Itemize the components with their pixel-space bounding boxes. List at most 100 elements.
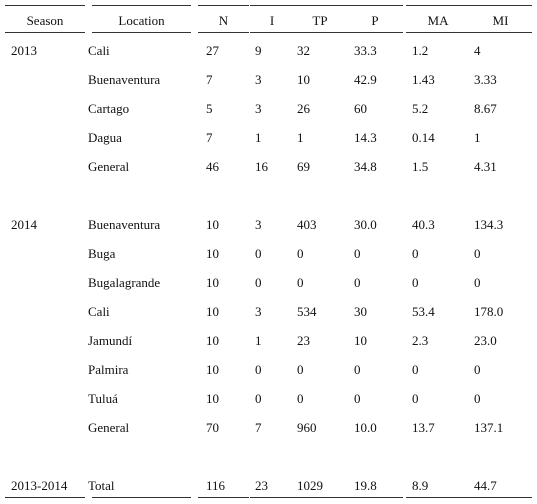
- cell-mi: 0: [474, 391, 481, 406]
- column-header-location: Location: [118, 13, 165, 28]
- bottom-rule: [469, 497, 532, 498]
- cell-n: 10: [206, 304, 219, 319]
- cell-ma: 40.3: [412, 217, 435, 232]
- top-rule: [292, 5, 348, 6]
- cell-location: Buga: [88, 246, 116, 261]
- bottom-rule: [92, 497, 191, 498]
- cell-location: Cartago: [88, 101, 130, 116]
- header-rule: [292, 32, 348, 33]
- cell-n: 10: [206, 246, 219, 261]
- cell-p: 14.3: [354, 130, 377, 145]
- cell-tp: 1029: [297, 478, 323, 493]
- column-header-i: I: [269, 13, 275, 28]
- bottom-rule: [347, 497, 403, 498]
- cell-location: Buenaventura: [88, 72, 161, 87]
- cell-tp: 23: [297, 333, 310, 348]
- cell-i: 0: [255, 362, 262, 377]
- top-rule: [92, 5, 191, 6]
- header-rule: [198, 32, 249, 33]
- cell-n: 10: [206, 391, 219, 406]
- cell-location: Bugalagrande: [88, 275, 161, 290]
- cell-ma: 5.2: [412, 101, 429, 116]
- cell-ma: 0: [412, 275, 419, 290]
- cell-location: General: [88, 420, 130, 435]
- cell-mi: 23.0: [474, 333, 497, 348]
- cell-mi: 4: [474, 43, 481, 58]
- cell-tp: 534: [297, 304, 317, 319]
- cell-n: 46: [206, 159, 219, 174]
- cell-i: 3: [255, 217, 262, 232]
- cell-i: 1: [255, 333, 262, 348]
- cell-location: Tuluá: [88, 391, 118, 406]
- cell-mi: 44.7: [474, 478, 497, 493]
- top-rule: [469, 5, 532, 6]
- top-rule: [250, 5, 294, 6]
- cell-ma: 0: [412, 246, 419, 261]
- cell-p: 10: [354, 333, 367, 348]
- header-rule: [250, 32, 294, 33]
- cell-p: 0: [354, 275, 361, 290]
- bottom-rule: [250, 497, 294, 498]
- cell-n: 7: [206, 130, 213, 145]
- cell-i: 23: [255, 478, 268, 493]
- header-rule: [347, 32, 403, 33]
- cell-mi: 1: [474, 130, 481, 145]
- cell-tp: 0: [297, 391, 304, 406]
- cell-location: Cali: [88, 304, 110, 319]
- header-rule: [469, 32, 532, 33]
- bottom-rule: [198, 497, 249, 498]
- cell-tp: 403: [297, 217, 317, 232]
- cell-ma: 1.5: [412, 159, 429, 174]
- cell-n: 70: [206, 420, 219, 435]
- cell-n: 10: [206, 333, 219, 348]
- cell-mi: 8.67: [474, 101, 497, 116]
- cell-ma: 53.4: [412, 304, 435, 319]
- cell-tp: 69: [297, 159, 310, 174]
- cell-p: 33.3: [354, 43, 377, 58]
- cell-ma: 1.2: [412, 43, 429, 58]
- cell-tp: 10: [297, 72, 310, 87]
- cell-p: 19.8: [354, 478, 377, 493]
- cell-location: Cali: [88, 43, 110, 58]
- cell-i: 3: [255, 101, 262, 116]
- cell-mi: 4.31: [474, 159, 497, 174]
- cell-i: 9: [255, 43, 262, 58]
- cell-i: 3: [255, 72, 262, 87]
- cell-ma: 0: [412, 391, 419, 406]
- cell-location: Palmira: [88, 362, 129, 377]
- cell-tp: 1: [297, 130, 304, 145]
- cell-n: 5: [206, 101, 213, 116]
- top-rule: [5, 5, 85, 6]
- season-label: 2014: [11, 217, 37, 232]
- cell-tp: 0: [297, 275, 304, 290]
- bottom-rule: [5, 497, 85, 498]
- cell-n: 7: [206, 72, 213, 87]
- cell-tp: 960: [297, 420, 317, 435]
- cell-ma: 0.14: [412, 130, 435, 145]
- top-rule: [347, 5, 403, 6]
- cell-i: 0: [255, 246, 262, 261]
- cell-p: 30: [354, 304, 367, 319]
- column-header-ma: MA: [427, 13, 449, 28]
- cell-ma: 2.3: [412, 333, 429, 348]
- cell-ma: 0: [412, 362, 419, 377]
- cell-mi: 178.0: [474, 304, 504, 319]
- bottom-rule: [292, 497, 348, 498]
- cell-tp: 0: [297, 362, 304, 377]
- cell-i: 0: [255, 275, 262, 290]
- cell-p: 0: [354, 391, 361, 406]
- top-rule: [406, 5, 470, 6]
- cell-n: 10: [206, 217, 219, 232]
- cell-n: 10: [206, 275, 219, 290]
- cell-mi: 3.33: [474, 72, 497, 87]
- column-header-p: P: [371, 13, 379, 28]
- cell-i: 1: [255, 130, 262, 145]
- cell-location: Jamundí: [88, 333, 133, 348]
- cell-p: 42.9: [354, 72, 377, 87]
- cell-i: 7: [255, 420, 262, 435]
- cell-n: 27: [206, 43, 219, 58]
- header-rule: [406, 32, 470, 33]
- cell-p: 34.8: [354, 159, 377, 174]
- cell-tp: 32: [297, 43, 310, 58]
- cell-i: 0: [255, 391, 262, 406]
